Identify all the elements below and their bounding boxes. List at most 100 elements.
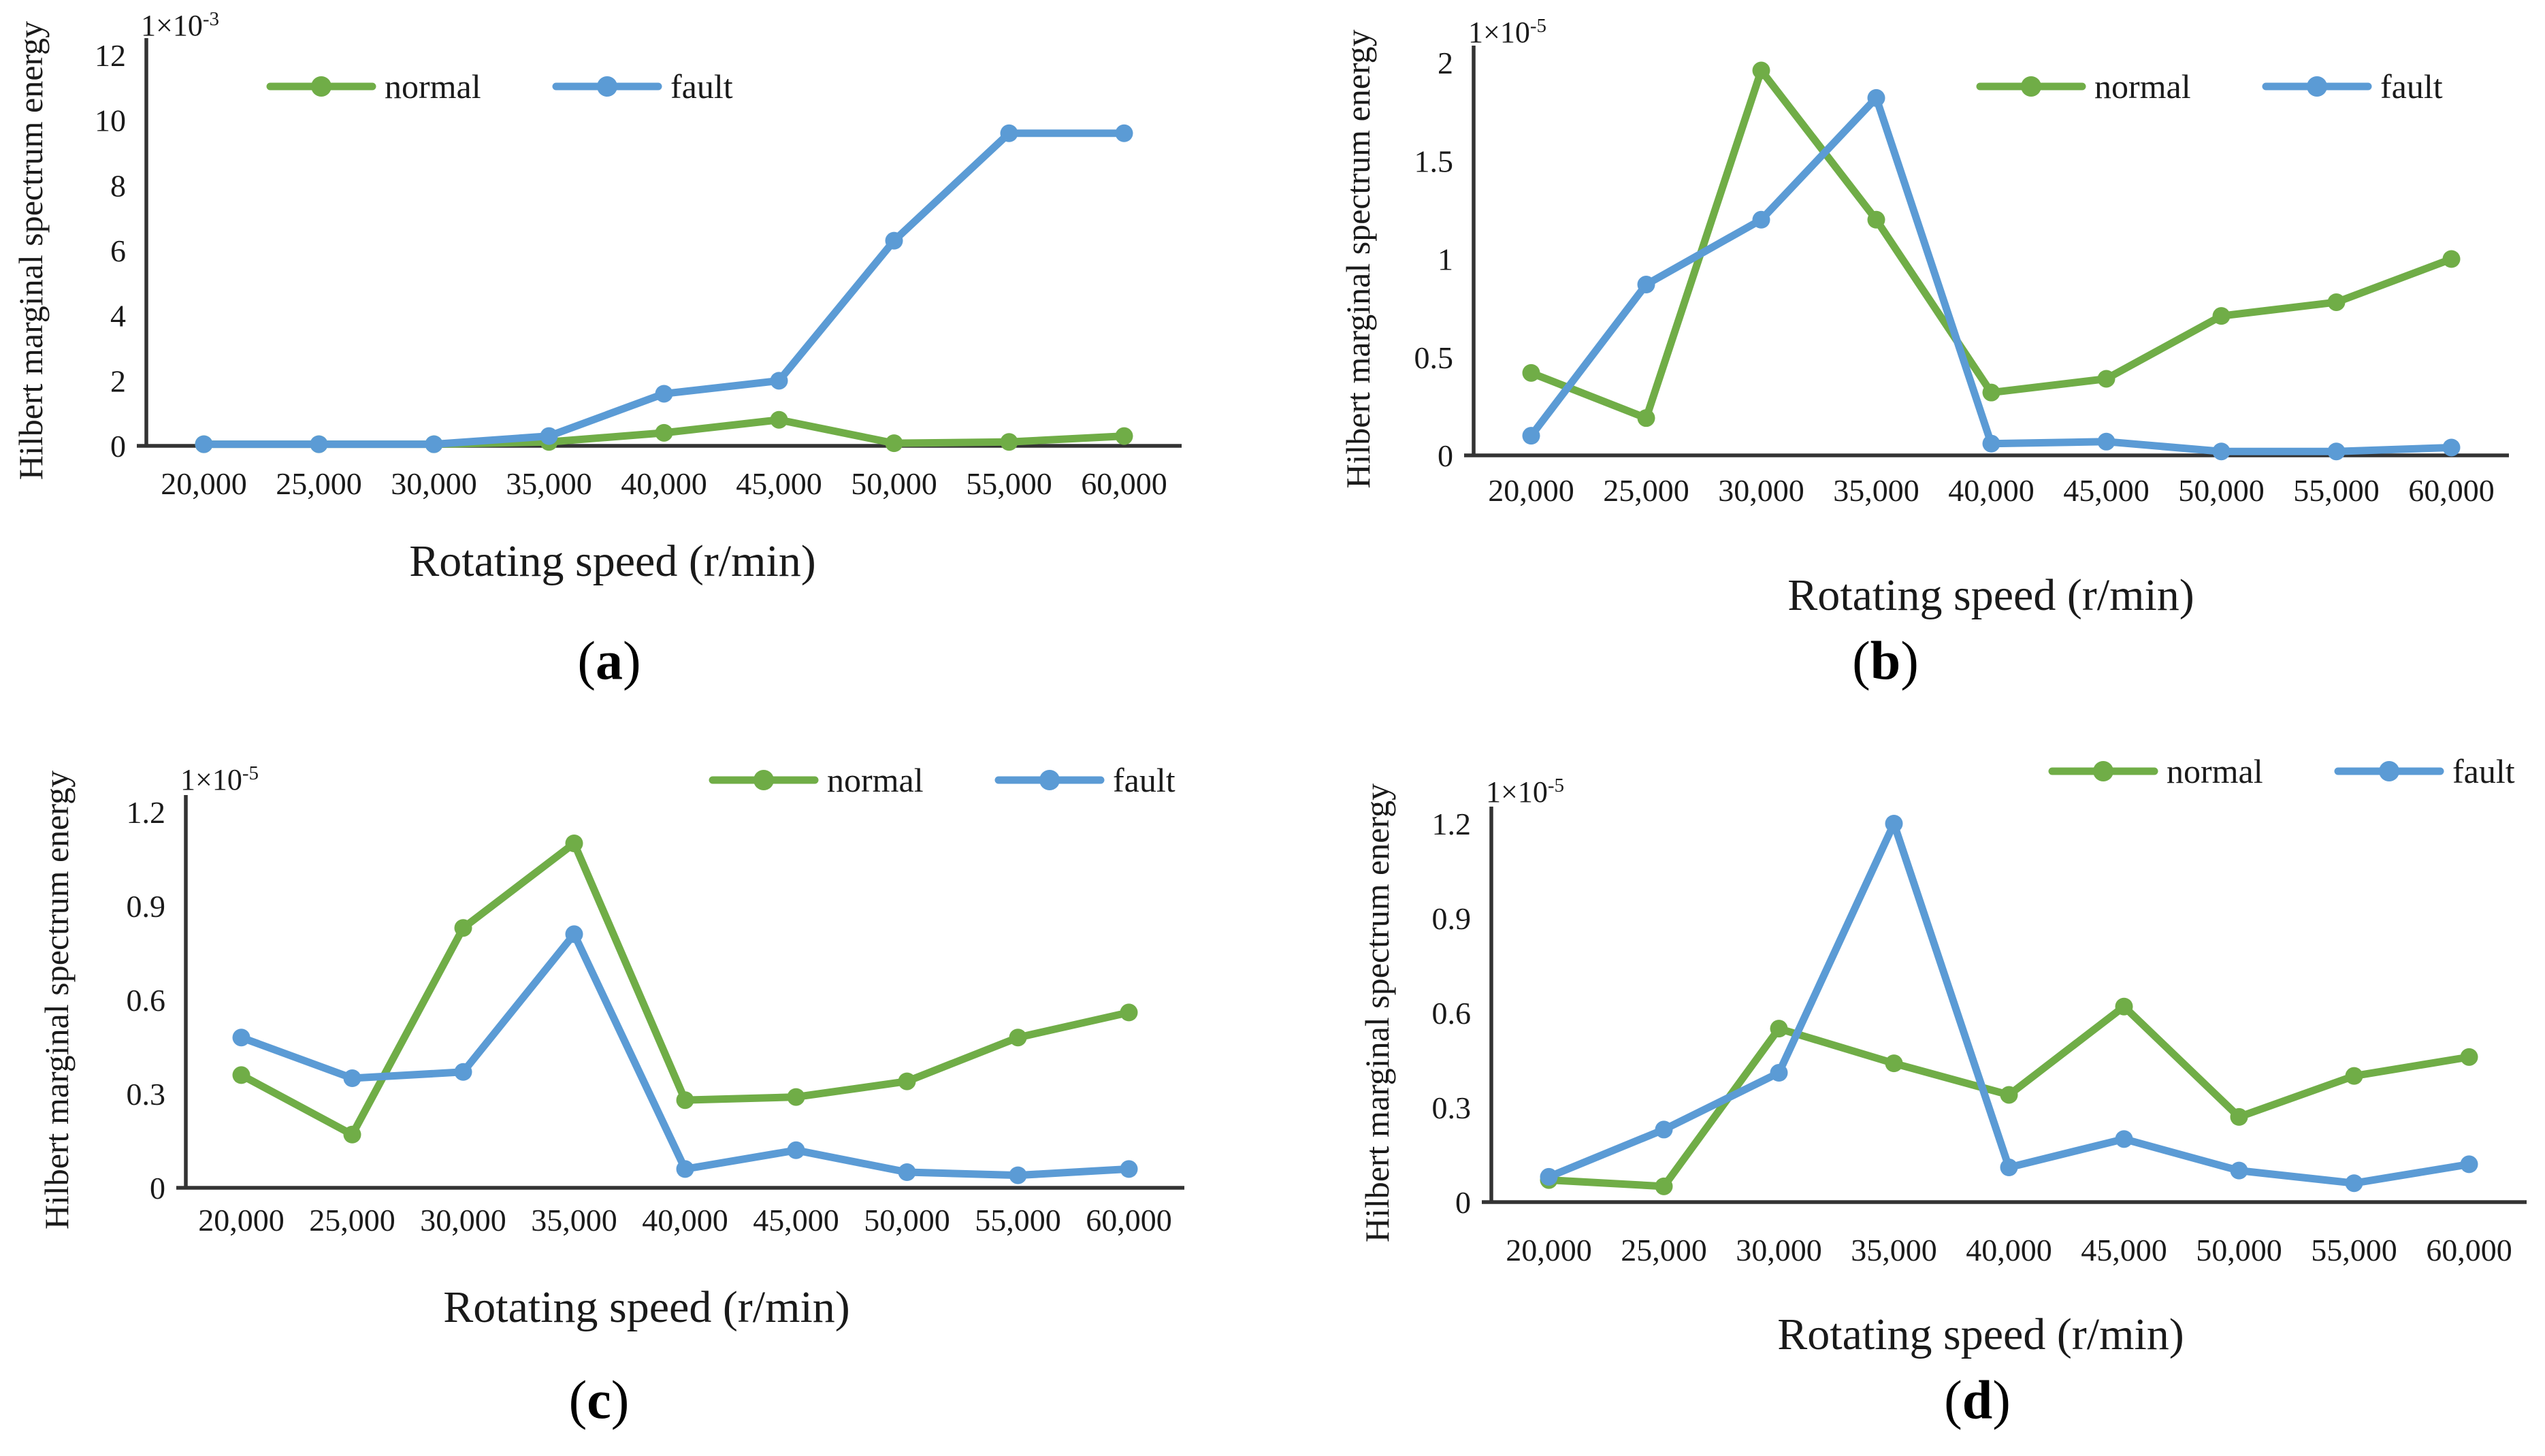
panel-label-c: (c): [569, 1370, 630, 1432]
panel-label-letter: b: [1870, 631, 1901, 692]
y-tick-label: 0: [1455, 1185, 1471, 1220]
data-point-normal: [1637, 409, 1655, 427]
y-tick-label: 0.9: [127, 889, 166, 924]
panel-label-open: (: [1852, 631, 1870, 692]
data-point-normal: [1752, 61, 1770, 80]
panel-label-letter: a: [596, 631, 623, 692]
legend-swatch-dot-fault: [597, 76, 617, 97]
legend-label-normal: normal: [827, 761, 924, 799]
axis-scale-label: 1×10-5: [1468, 15, 1546, 49]
legend: normal fault: [2048, 752, 2515, 790]
data-point-fault: [2442, 438, 2461, 457]
x-tick-label: 60,000: [1081, 466, 1167, 501]
data-point-normal: [2230, 1107, 2248, 1126]
x-tick-label: 40,000: [621, 466, 707, 501]
x-tick-label: 25,000: [1603, 473, 1689, 508]
panel-label-open: (: [1944, 1370, 1962, 1431]
x-tick-label: 40,000: [642, 1203, 728, 1237]
data-point-fault: [1982, 434, 2000, 453]
x-tick-label: 60,000: [2426, 1233, 2512, 1267]
y-tick-label: 8: [110, 168, 126, 203]
x-tick-label: 45,000: [2063, 473, 2150, 508]
data-point-normal: [1982, 383, 2000, 402]
data-point-fault: [1655, 1120, 1673, 1139]
data-point-fault: [1115, 124, 1133, 142]
data-point-fault: [770, 372, 788, 390]
x-tick-label: 60,000: [1086, 1203, 1172, 1237]
data-point-normal: [898, 1072, 916, 1090]
x-axis-title: Rotating speed (r/min): [1787, 570, 2194, 620]
data-point-normal: [2115, 997, 2133, 1016]
y-tick-label: 0.3: [1432, 1090, 1472, 1125]
data-point-fault: [1000, 124, 1018, 142]
data-point-fault: [2460, 1155, 2478, 1174]
legend-label-fault: fault: [1113, 761, 1176, 799]
data-point-fault: [310, 435, 328, 453]
panel-label-close: ): [1900, 631, 1919, 692]
panel-label-b: (b): [1852, 631, 1919, 693]
y-tick-label: 6: [110, 233, 126, 268]
x-tick-label: 45,000: [2081, 1233, 2167, 1267]
data-point-fault: [425, 435, 443, 453]
x-tick-label: 35,000: [531, 1203, 617, 1237]
x-tick-label: 40,000: [1966, 1233, 2052, 1267]
y-tick-label: 2: [1438, 46, 1453, 80]
legend-label-fault: fault: [670, 67, 733, 106]
series-line-fault: [1545, 820, 2473, 1187]
y-tick-label: 0: [110, 429, 126, 464]
legend-swatch-dot-fault: [1039, 770, 1060, 790]
data-point-normal: [787, 1088, 805, 1106]
axis-scale-label: 1×10-5: [1486, 775, 1564, 809]
x-tick-label: 20,000: [1488, 473, 1574, 508]
series-line-normal: [238, 839, 1133, 1139]
data-point-fault: [343, 1069, 361, 1087]
data-point-normal: [676, 1091, 694, 1110]
data-point-normal: [1009, 1029, 1027, 1047]
data-point-fault: [1770, 1064, 1788, 1082]
legend: normal fault: [709, 761, 1176, 799]
x-axis-title: Rotating speed (r/min): [409, 536, 816, 586]
data-point-normal: [1885, 1054, 1903, 1073]
x-tick-label: 35,000: [1833, 473, 1919, 508]
panel-label-close: ): [611, 1370, 630, 1431]
data-point-normal: [2460, 1048, 2478, 1066]
series-line-fault: [238, 930, 1133, 1180]
x-tick-label: 20,000: [198, 1203, 285, 1237]
legend-label-fault: fault: [2380, 67, 2443, 106]
x-tick-label: 60,000: [2408, 473, 2495, 508]
legend-swatch-dot-fault: [2379, 761, 2399, 781]
data-point-fault: [1885, 815, 1903, 832]
y-tick-label: 12: [95, 38, 126, 73]
data-point-fault: [1752, 210, 1770, 229]
data-point-normal: [565, 835, 583, 852]
y-tick-label: 0: [1438, 438, 1453, 473]
data-point-fault: [454, 1063, 472, 1081]
chart-panel-b: 0 0.5 1 1.5 2 1×10-5 20,000 25,000 30,000 35,000 4…: [1339, 15, 2509, 620]
series-line-normal: [1527, 67, 2455, 422]
data-point-fault: [540, 427, 558, 445]
x-tick-label: 25,000: [309, 1203, 395, 1237]
data-point-fault: [232, 1029, 250, 1047]
x-tick-label: 50,000: [2178, 473, 2265, 508]
data-point-fault: [2000, 1159, 2018, 1177]
y-tick-label: 1.2: [127, 795, 166, 830]
data-point-normal: [1867, 210, 1885, 229]
y-tick-label: 0.5: [1414, 340, 1454, 375]
data-point-fault: [2212, 442, 2231, 461]
legend-swatch-dot-normal: [753, 770, 774, 790]
data-point-fault: [565, 925, 583, 943]
y-tick-label: 10: [95, 103, 126, 138]
data-point-normal: [2345, 1067, 2363, 1085]
panel-label-close: ): [623, 631, 641, 692]
panel-label-a: (a): [577, 631, 641, 693]
data-point-fault: [2115, 1130, 2133, 1148]
chart-panel-a: 0 2 4 6 8 10 12 1×10-3 20,000 25,000 30,000 35,000 4…: [12, 8, 1182, 586]
data-point-fault: [885, 231, 903, 250]
legend: normal fault: [1976, 67, 2443, 106]
data-point-normal: [1000, 433, 1018, 451]
x-tick-label: 25,000: [1621, 1233, 1707, 1267]
legend-label-normal: normal: [385, 67, 481, 106]
data-point-normal: [2327, 293, 2346, 311]
